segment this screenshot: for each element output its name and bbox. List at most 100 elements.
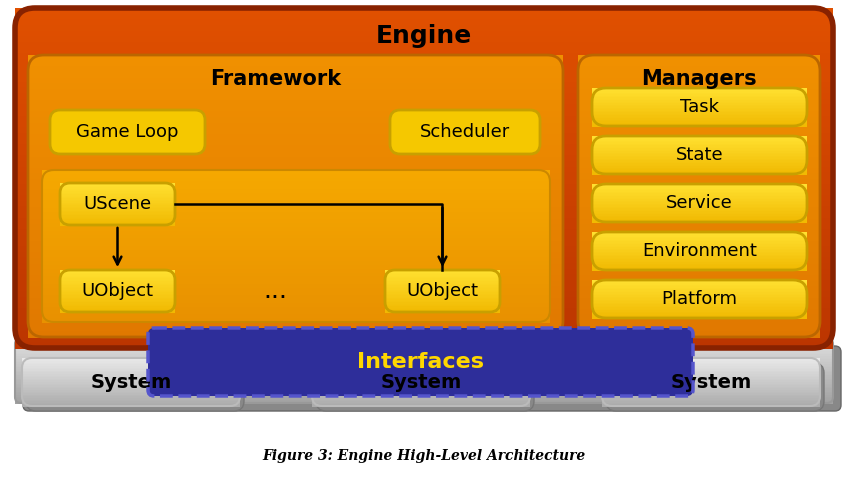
Bar	[602, 368, 820, 369]
Bar	[15, 377, 833, 379]
Bar	[42, 235, 550, 239]
Bar	[592, 307, 807, 309]
Bar	[592, 297, 807, 299]
Bar	[385, 299, 500, 301]
Bar	[15, 338, 833, 340]
Bar	[42, 272, 550, 277]
Bar	[15, 351, 833, 353]
Bar	[60, 299, 175, 301]
Bar	[592, 115, 807, 118]
Bar	[578, 309, 820, 315]
Bar	[592, 89, 807, 92]
Bar	[385, 302, 500, 304]
Bar	[15, 375, 833, 378]
Bar	[60, 277, 175, 279]
Bar	[592, 207, 807, 209]
Bar	[42, 246, 550, 250]
Text: Figure 3: Engine High-Level Architecture: Figure 3: Engine High-Level Architecture	[262, 449, 586, 463]
Bar	[15, 348, 833, 350]
Bar	[42, 189, 550, 193]
Bar	[578, 77, 820, 84]
Bar	[385, 273, 500, 275]
Bar	[15, 257, 833, 263]
Bar	[42, 288, 550, 292]
Bar	[312, 403, 530, 405]
Bar	[578, 117, 820, 123]
Bar	[578, 162, 820, 168]
Bar	[22, 387, 240, 389]
Bar	[28, 275, 563, 281]
Bar	[592, 252, 807, 254]
Bar	[602, 369, 820, 371]
Bar	[28, 224, 563, 230]
Bar	[312, 358, 530, 360]
Bar	[602, 395, 820, 397]
Text: ...: ...	[263, 279, 287, 303]
Bar	[592, 168, 807, 170]
Bar	[15, 390, 833, 392]
Bar	[15, 36, 833, 43]
Bar	[15, 391, 833, 394]
Bar	[592, 105, 807, 107]
Bar	[60, 285, 175, 287]
Bar	[42, 231, 550, 235]
Bar	[578, 55, 820, 61]
FancyBboxPatch shape	[148, 328, 693, 396]
Bar	[60, 298, 175, 300]
Bar	[592, 205, 807, 207]
Bar	[28, 162, 563, 168]
Bar	[28, 128, 563, 134]
Bar	[42, 239, 550, 243]
Bar	[28, 190, 563, 196]
Bar	[60, 270, 175, 272]
Bar	[592, 193, 807, 195]
Bar	[60, 201, 175, 203]
Bar	[15, 206, 833, 213]
Bar	[592, 169, 807, 172]
Bar	[15, 93, 833, 99]
Bar	[28, 207, 563, 213]
Bar	[15, 251, 833, 258]
Bar	[312, 369, 530, 371]
Bar	[312, 374, 530, 376]
Bar	[592, 303, 807, 305]
Bar	[28, 292, 563, 298]
Bar	[578, 95, 820, 101]
Bar	[15, 320, 833, 326]
Bar	[602, 359, 820, 362]
Bar	[15, 367, 833, 369]
Bar	[592, 111, 807, 113]
Bar	[592, 250, 807, 252]
FancyBboxPatch shape	[26, 363, 244, 411]
Bar	[578, 236, 820, 241]
Bar	[592, 156, 807, 158]
Bar	[15, 269, 833, 275]
Bar	[60, 217, 175, 218]
Bar	[60, 309, 175, 311]
Bar	[385, 305, 500, 307]
Bar	[28, 117, 563, 123]
Bar	[15, 82, 833, 88]
Bar	[60, 294, 175, 296]
Bar	[15, 133, 833, 139]
Bar	[592, 312, 807, 314]
Bar	[15, 359, 833, 361]
Bar	[28, 269, 563, 275]
Bar	[60, 224, 175, 226]
Bar	[578, 168, 820, 174]
Bar	[592, 280, 807, 282]
Bar	[60, 197, 175, 199]
Bar	[592, 139, 807, 141]
Bar	[602, 371, 820, 373]
Bar	[385, 311, 500, 313]
Bar	[592, 213, 807, 215]
Bar	[578, 303, 820, 309]
Bar	[15, 31, 833, 37]
Bar	[42, 170, 550, 174]
Bar	[15, 356, 833, 358]
Bar	[592, 165, 807, 167]
Bar	[60, 280, 175, 282]
Bar	[578, 106, 820, 112]
Bar	[312, 366, 530, 368]
Bar	[15, 201, 833, 207]
